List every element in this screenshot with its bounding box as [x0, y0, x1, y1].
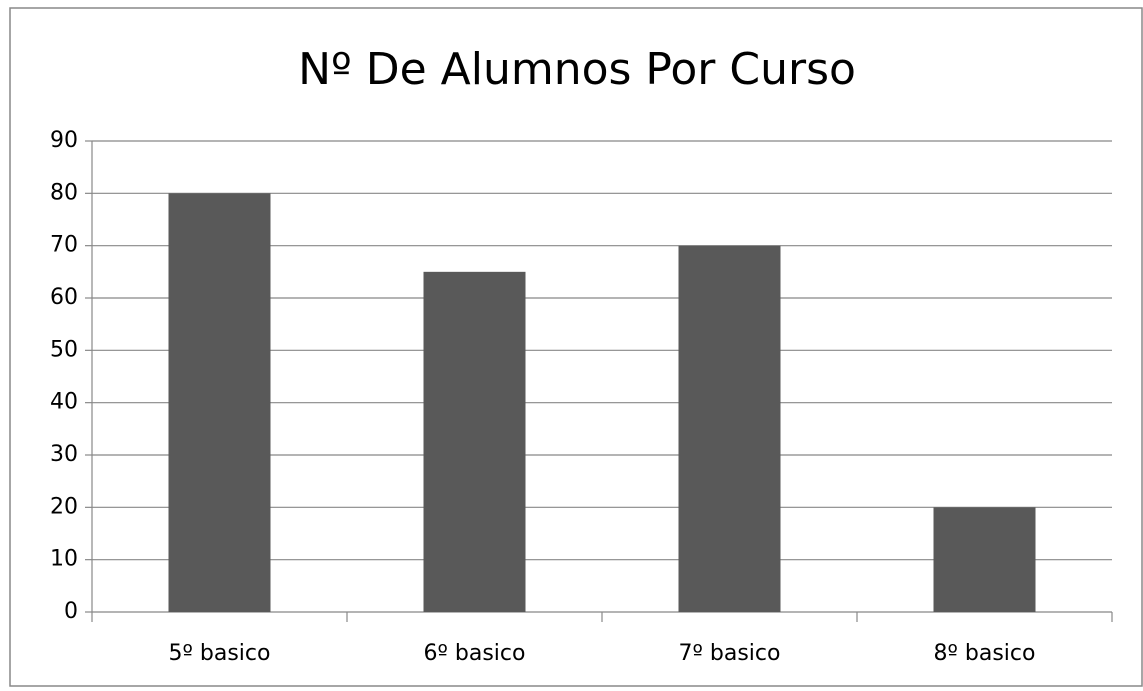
- bar: [423, 271, 526, 612]
- y-tick-label: 20: [50, 494, 78, 519]
- y-tick-label: 30: [50, 442, 78, 467]
- x-tick-label: 6º basico: [424, 641, 526, 666]
- y-tick-label: 40: [50, 390, 78, 415]
- y-tick-label: 70: [50, 233, 78, 258]
- y-tick-label: 50: [50, 337, 78, 362]
- y-tick-label: 90: [50, 128, 78, 153]
- y-tick-label: 10: [50, 547, 78, 572]
- bar: [168, 193, 271, 613]
- y-tick-label: 80: [50, 180, 78, 205]
- bar: [678, 245, 781, 612]
- x-tick-label: 5º basico: [169, 641, 271, 666]
- chart-title: Nº De Alumnos Por Curso: [298, 44, 856, 95]
- y-tick-label: 60: [50, 285, 78, 310]
- x-tick-label: 8º basico: [934, 641, 1036, 666]
- bar: [933, 507, 1036, 612]
- y-tick-label: 0: [64, 599, 78, 624]
- x-tick-label: 7º basico: [679, 641, 781, 666]
